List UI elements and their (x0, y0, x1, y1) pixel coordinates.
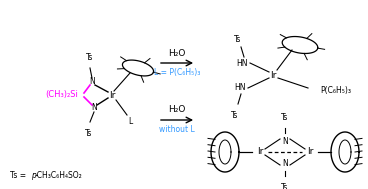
Text: L = P(C₆H₅)₃: L = P(C₆H₅)₃ (154, 68, 200, 77)
Text: P(C₆H₅)₃: P(C₆H₅)₃ (320, 85, 351, 94)
Text: Ts: Ts (231, 111, 239, 119)
Text: HN: HN (234, 84, 246, 92)
Text: -CH₃C₆H₄SO₂: -CH₃C₆H₄SO₂ (35, 170, 83, 180)
Text: H₂O: H₂O (168, 105, 186, 115)
Text: Ts: Ts (281, 184, 289, 189)
Text: H₂O: H₂O (168, 49, 186, 57)
Text: N: N (89, 77, 95, 87)
Text: HN: HN (236, 59, 248, 67)
Text: Ts: Ts (234, 35, 242, 43)
Text: (CH₃)₂Si: (CH₃)₂Si (46, 91, 78, 99)
Polygon shape (123, 60, 153, 76)
Text: Ts: Ts (86, 53, 94, 61)
Text: Ts: Ts (85, 129, 93, 139)
Text: Ir: Ir (307, 147, 313, 156)
Text: Ir: Ir (257, 147, 263, 156)
Text: N: N (282, 159, 288, 167)
Text: Ir: Ir (109, 91, 115, 99)
Text: Ir: Ir (270, 70, 276, 80)
Text: without L: without L (159, 125, 195, 135)
Text: p: p (31, 170, 36, 180)
Text: N: N (91, 104, 97, 112)
Polygon shape (211, 132, 239, 172)
Text: N: N (282, 136, 288, 146)
Polygon shape (331, 132, 359, 172)
Text: Ts: Ts (281, 114, 289, 122)
Text: L: L (128, 116, 132, 125)
Text: Ts =: Ts = (10, 170, 28, 180)
Polygon shape (282, 36, 318, 53)
